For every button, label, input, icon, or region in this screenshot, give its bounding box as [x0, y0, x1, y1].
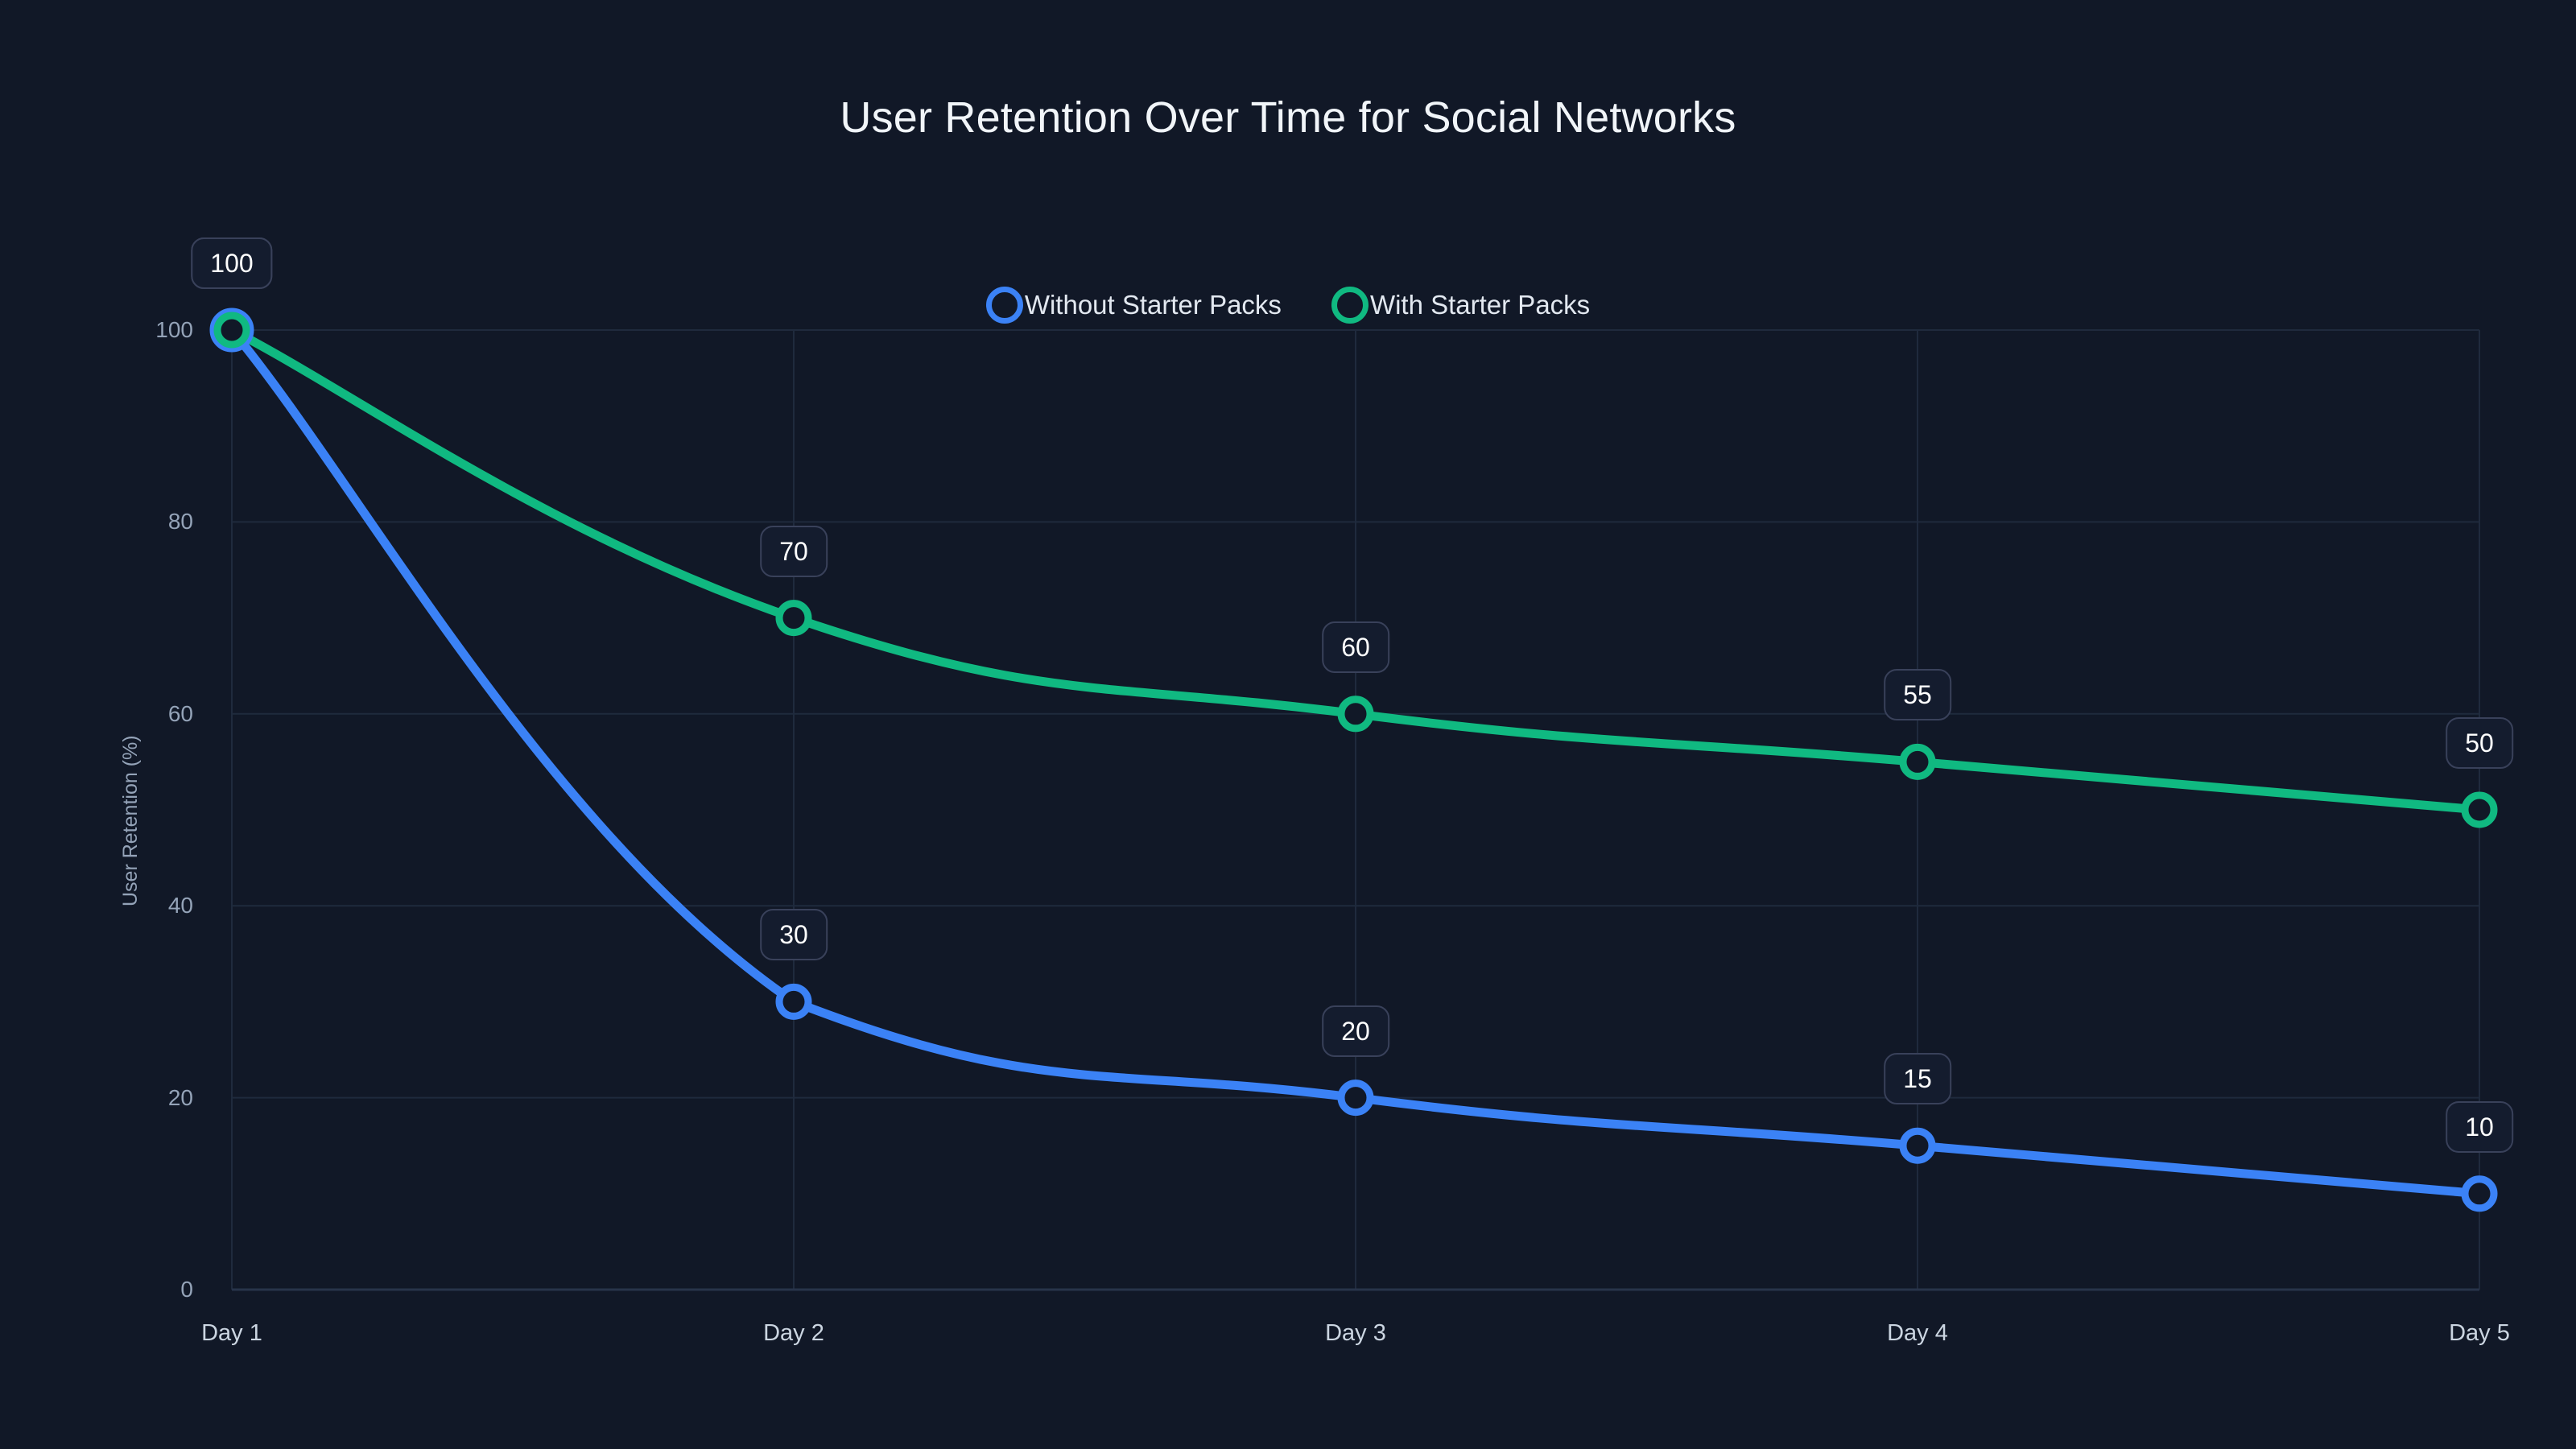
- data-point-marker[interactable]: [1899, 743, 1936, 780]
- y-axis-tick-label: 100: [155, 317, 193, 342]
- data-point-label: 55: [1884, 669, 1951, 721]
- data-point-label: 30: [760, 909, 828, 961]
- data-point-label: 10: [2446, 1100, 2513, 1153]
- data-point-marker[interactable]: [1337, 1080, 1374, 1117]
- data-point-label: 100: [191, 237, 273, 289]
- y-axis-tick-label: 80: [167, 509, 193, 535]
- x-axis-tick-label: Day 5: [2449, 1320, 2510, 1346]
- data-point-marker[interactable]: [1337, 696, 1374, 733]
- data-point-marker[interactable]: [775, 983, 812, 1020]
- data-point-label: 20: [1322, 1005, 1389, 1057]
- data-point-marker[interactable]: [1899, 1127, 1936, 1164]
- data-point-marker[interactable]: [2461, 791, 2498, 828]
- chart-title: User Retention Over Time for Social Netw…: [840, 93, 1736, 142]
- y-axis-tick-label: 20: [167, 1084, 193, 1110]
- data-point-label: 50: [2446, 717, 2513, 769]
- y-axis-tick-label: 0: [180, 1277, 193, 1302]
- y-axis-tick-label: 60: [167, 700, 193, 726]
- data-point-marker[interactable]: [775, 600, 812, 637]
- data-point-marker[interactable]: [2461, 1175, 2498, 1212]
- data-point-label: 15: [1884, 1053, 1951, 1105]
- x-axis-tick-label: Day 2: [763, 1320, 824, 1346]
- data-point-label: 60: [1322, 621, 1389, 673]
- data-point-marker[interactable]: [213, 312, 250, 349]
- y-axis-tick-label: 40: [167, 893, 193, 919]
- series-line-without-starter-packs: [227, 325, 2484, 1199]
- x-axis-tick-label: Day 1: [201, 1320, 262, 1346]
- data-point-label: 70: [760, 525, 828, 577]
- x-axis-tick-label: Day 3: [1325, 1320, 1386, 1346]
- x-axis-tick-label: Day 4: [1887, 1320, 1948, 1346]
